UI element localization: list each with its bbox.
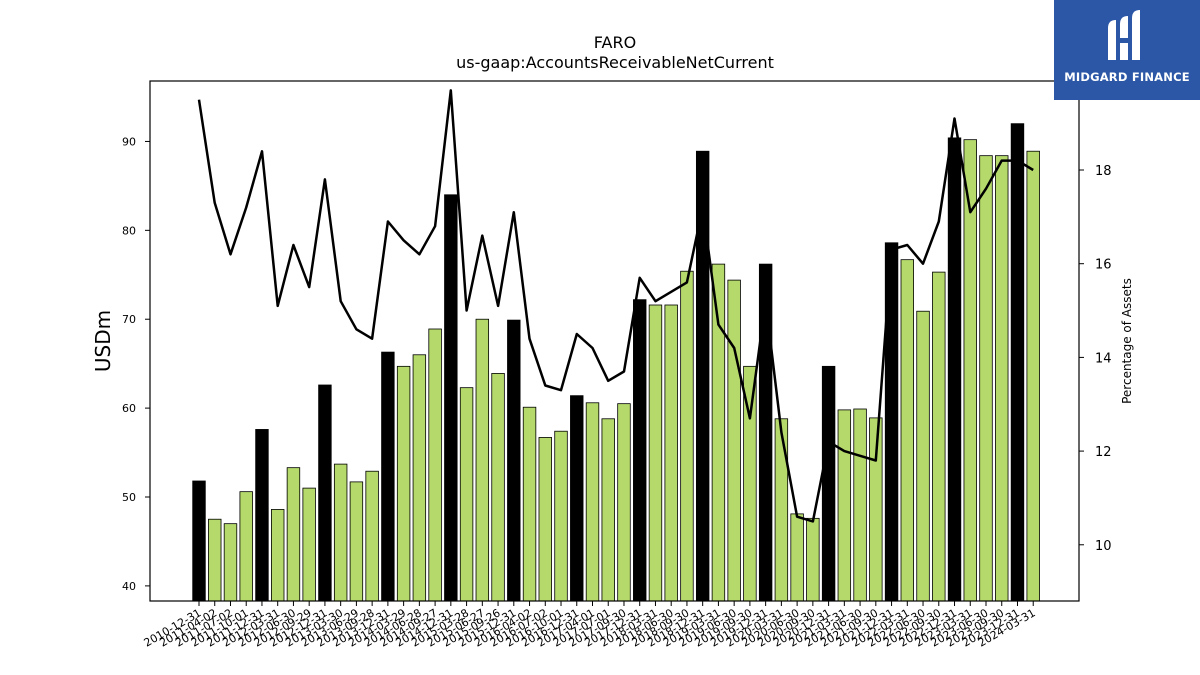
bar-2011-10-01	[239, 491, 253, 602]
bar-2012-03-31	[270, 509, 285, 602]
bar-2023-12-31	[1010, 123, 1025, 602]
bar-2011-07-02	[223, 523, 238, 602]
y-tick-label-70: 70	[122, 313, 136, 326]
y-tick-label-60: 60	[122, 402, 136, 415]
bar-2022-06-30	[916, 310, 930, 602]
plot-frame	[149, 80, 1080, 602]
bar-2012-06-30	[286, 467, 301, 602]
y-tick-label-90: 90	[122, 135, 136, 148]
bar-2013-03-30	[333, 463, 348, 602]
y2-tick-label-10: 10	[1095, 539, 1112, 554]
bar-2013-06-29	[349, 481, 364, 602]
bar-2016-04-02	[522, 406, 537, 602]
y-tick-label-50: 50	[122, 491, 136, 504]
percentage-of-assets-line	[197, 89, 1034, 523]
y-axis-label: USDm	[91, 310, 115, 372]
bar-2018-06-30	[664, 304, 678, 602]
bar-2015-03-28	[459, 387, 474, 602]
bar-2013-09-28	[365, 470, 379, 602]
bar-2023-06-30	[979, 155, 993, 602]
bar-2016-10-01	[554, 430, 568, 602]
y-axis-right: 10 12 14 16 18	[1079, 164, 1112, 554]
bar-2019-03-31	[711, 263, 726, 602]
logo-text: MIDGARD FINANCE	[1064, 70, 1190, 84]
bar-2021-06-30	[853, 408, 867, 602]
bar-2016-07-02	[538, 437, 552, 602]
bar-2017-09-30	[617, 403, 631, 602]
bar-2024-03-31	[1026, 150, 1040, 602]
bar-series	[192, 123, 1040, 602]
y2-tick-label-14: 14	[1095, 351, 1112, 366]
bar-2015-06-27	[475, 318, 490, 602]
bar-2012-09-29	[302, 487, 316, 602]
bar-2012-12-31	[318, 384, 332, 602]
midgard-logo-icon	[1108, 10, 1140, 60]
y2-axis-label: Percentage of Assets	[1120, 278, 1134, 404]
bar-2020-09-30	[806, 517, 820, 602]
bar-2016-12-31	[570, 395, 584, 602]
y2-tick-label-16: 16	[1095, 258, 1112, 273]
bar-2015-09-26	[491, 373, 505, 602]
y-tick-label-40: 40	[122, 580, 136, 593]
bar-2020-03-31	[774, 418, 789, 602]
bar-2018-12-31	[695, 150, 710, 602]
bar-2015-12-31	[507, 319, 521, 602]
y2-tick-label-18: 18	[1095, 164, 1112, 179]
bar-2022-03-31	[900, 259, 915, 602]
bar-2021-03-31	[837, 409, 852, 602]
bar-2017-12-31	[633, 299, 647, 602]
bar-2014-12-31	[444, 194, 458, 602]
bar-2011-04-02	[208, 518, 222, 602]
bar-2011-12-31	[255, 429, 269, 602]
percentage-line-series	[197, 89, 1034, 523]
bar-2022-09-30	[932, 271, 946, 602]
y2-tick-label-12: 12	[1095, 445, 1112, 460]
bar-2019-12-31	[758, 263, 773, 602]
bar-2017-04-01	[585, 402, 600, 602]
bar-2010-12-31	[192, 480, 206, 602]
bar-2020-12-31	[821, 365, 836, 602]
x-axis: 2010-12-312011-04-022011-07-022011-10-01…	[142, 601, 1038, 650]
bar-2023-09-30	[995, 155, 1009, 602]
bar-2022-12-31	[947, 137, 962, 602]
bar-2017-07-01	[601, 418, 615, 602]
midgard-finance-logo: MIDGARD FINANCE	[1054, 0, 1200, 100]
bar-2014-09-27	[428, 328, 442, 602]
y-tick-label-80: 80	[122, 224, 136, 237]
bar-2014-06-28	[412, 354, 427, 602]
chart-title: FARO	[594, 33, 636, 52]
y-axis-left: 40 50 60 70 80 90	[122, 135, 150, 593]
bar-2018-03-31	[648, 304, 663, 602]
bar-2014-03-29	[396, 365, 411, 602]
bar-2019-06-30	[727, 279, 741, 602]
bar-2020-06-30	[790, 513, 804, 602]
chart-subtitle: us-gaap:AccountsReceivableNetCurrent	[456, 53, 774, 72]
bar-2013-12-31	[381, 351, 395, 602]
bar-2018-09-30	[680, 270, 694, 602]
